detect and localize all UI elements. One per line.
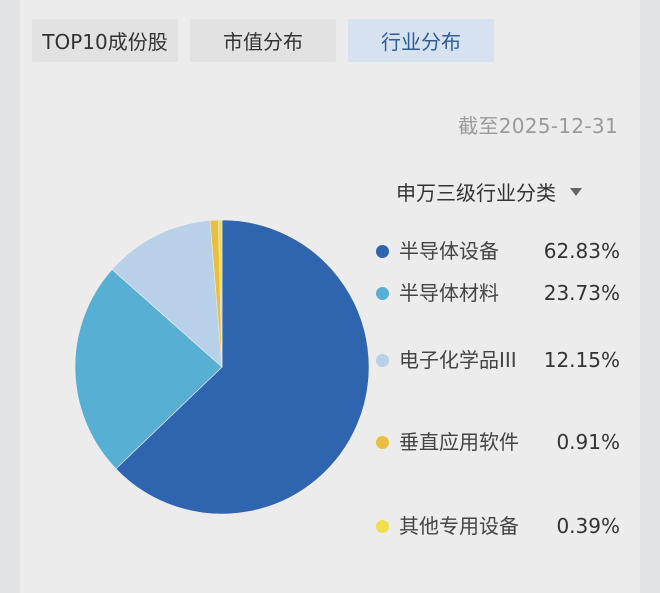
legend-dot-icon bbox=[376, 353, 389, 367]
legend-dot-icon bbox=[376, 244, 389, 258]
classification-dropdown[interactable]: 申万三级行业分类 bbox=[396, 177, 582, 206]
legend-label: 垂直应用软件 bbox=[399, 430, 519, 454]
tab-bar: TOP10成份股 市值分布 行业分布 bbox=[32, 19, 494, 62]
legend-value: 23.73% bbox=[543, 281, 620, 305]
legend-label: 半导体设备 bbox=[399, 239, 499, 263]
legend-label: 其他专用设备 bbox=[399, 514, 519, 538]
legend-value: 0.91% bbox=[556, 430, 620, 454]
tab-market-cap-distribution[interactable]: 市值分布 bbox=[190, 19, 336, 62]
classification-label: 申万三级行业分类 bbox=[396, 181, 556, 205]
legend-dot-icon bbox=[376, 435, 389, 449]
industry-distribution-panel: TOP10成份股 市值分布 行业分布 截至2025-12-31 申万三级行业分类… bbox=[20, 0, 640, 593]
legend-label: 半导体材料 bbox=[399, 281, 499, 305]
legend-item[interactable]: 电子化学品III 12.15% bbox=[370, 318, 620, 402]
pie-chart bbox=[74, 219, 370, 515]
legend-dot-icon bbox=[376, 519, 389, 533]
legend-item[interactable]: 半导体材料 23.73% bbox=[370, 268, 620, 318]
pie-slice[interactable] bbox=[111, 220, 223, 368]
legend-dot-icon bbox=[376, 286, 389, 300]
legend-item[interactable]: 垂直应用软件 0.91% bbox=[370, 402, 620, 482]
pie-slice[interactable] bbox=[218, 219, 223, 368]
tab-industry-distribution[interactable]: 行业分布 bbox=[348, 19, 494, 62]
legend-item[interactable]: 其他专用设备 0.39% bbox=[370, 482, 620, 570]
legend-value: 12.15% bbox=[543, 348, 620, 372]
legend-value: 62.83% bbox=[543, 239, 620, 263]
legend-item[interactable]: 半导体设备 62.83% bbox=[370, 232, 620, 270]
caret-down-icon bbox=[570, 187, 582, 196]
chart-legend: 半导体设备 62.83% 半导体材料 23.73% 电子化学品III 12.15… bbox=[370, 232, 620, 570]
legend-label: 电子化学品III bbox=[399, 348, 517, 372]
legend-value: 0.39% bbox=[556, 514, 620, 538]
as-of-date: 截至2025-12-31 bbox=[458, 114, 618, 138]
pie-slice[interactable] bbox=[115, 219, 370, 515]
tab-top10-holdings[interactable]: TOP10成份股 bbox=[32, 19, 178, 62]
pie-slice[interactable] bbox=[74, 269, 223, 470]
